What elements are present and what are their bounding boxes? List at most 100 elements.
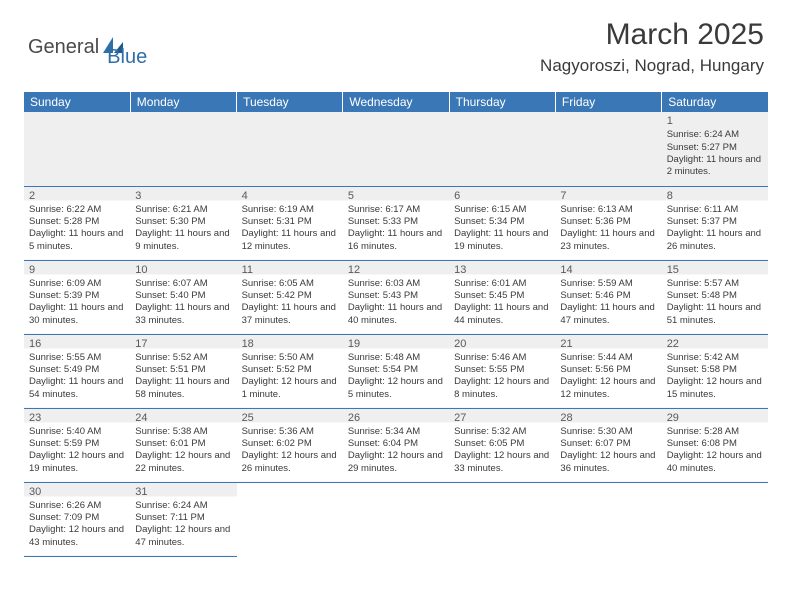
- daylight-text: Daylight: 11 hours and 19 minutes.: [454, 228, 550, 253]
- sunrise-text: Sunrise: 6:24 AM: [135, 500, 231, 512]
- calendar-cell: [449, 482, 555, 556]
- calendar-cell: 26Sunrise: 5:34 AMSunset: 6:04 PMDayligh…: [343, 408, 449, 482]
- sunset-text: Sunset: 5:39 PM: [29, 290, 125, 302]
- sunset-text: Sunset: 5:42 PM: [242, 290, 338, 302]
- sunset-text: Sunset: 5:45 PM: [454, 290, 550, 302]
- day-number: 8: [667, 189, 763, 203]
- daylight-text: Daylight: 11 hours and 47 minutes.: [560, 302, 656, 327]
- calendar-cell: 12Sunrise: 6:03 AMSunset: 5:43 PMDayligh…: [343, 260, 449, 334]
- calendar-week-row: 2Sunrise: 6:22 AMSunset: 5:28 PMDaylight…: [24, 186, 768, 260]
- sunrise-text: Sunrise: 6:13 AM: [560, 204, 656, 216]
- sunrise-text: Sunrise: 6:21 AM: [135, 204, 231, 216]
- sunset-text: Sunset: 5:55 PM: [454, 364, 550, 376]
- sunrise-text: Sunrise: 5:57 AM: [667, 278, 763, 290]
- day-number: 21: [560, 337, 656, 351]
- calendar-cell: 6Sunrise: 6:15 AMSunset: 5:34 PMDaylight…: [449, 186, 555, 260]
- calendar-cell: 17Sunrise: 5:52 AMSunset: 5:51 PMDayligh…: [130, 334, 236, 408]
- sunset-text: Sunset: 5:58 PM: [667, 364, 763, 376]
- sunset-text: Sunset: 5:31 PM: [242, 216, 338, 228]
- day-number: 30: [29, 485, 125, 499]
- daylight-text: Daylight: 12 hours and 26 minutes.: [242, 450, 338, 475]
- day-number: 7: [560, 189, 656, 203]
- sunset-text: Sunset: 5:37 PM: [667, 216, 763, 228]
- sunrise-text: Sunrise: 6:09 AM: [29, 278, 125, 290]
- sunrise-text: Sunrise: 6:26 AM: [29, 500, 125, 512]
- daylight-text: Daylight: 12 hours and 22 minutes.: [135, 450, 231, 475]
- sunset-text: Sunset: 5:48 PM: [667, 290, 763, 302]
- sunrise-text: Sunrise: 5:50 AM: [242, 352, 338, 364]
- sunset-text: Sunset: 6:07 PM: [560, 438, 656, 450]
- day-number: 17: [135, 337, 231, 351]
- sunrise-text: Sunrise: 5:42 AM: [667, 352, 763, 364]
- day-number: 19: [348, 337, 444, 351]
- day-number: 2: [29, 189, 125, 203]
- day-number: 9: [29, 263, 125, 277]
- sunset-text: Sunset: 7:09 PM: [29, 512, 125, 524]
- daylight-text: Daylight: 11 hours and 23 minutes.: [560, 228, 656, 253]
- sunset-text: Sunset: 5:54 PM: [348, 364, 444, 376]
- day-number: 14: [560, 263, 656, 277]
- day-number: 26: [348, 411, 444, 425]
- sunrise-text: Sunrise: 6:22 AM: [29, 204, 125, 216]
- daylight-text: Daylight: 11 hours and 5 minutes.: [29, 228, 125, 253]
- daylight-text: Daylight: 12 hours and 8 minutes.: [454, 376, 550, 401]
- sunrise-text: Sunrise: 6:03 AM: [348, 278, 444, 290]
- sunrise-text: Sunrise: 5:52 AM: [135, 352, 231, 364]
- header: General Blue March 2025 Nagyoroszi, Nogr…: [0, 0, 792, 80]
- sunrise-text: Sunrise: 6:11 AM: [667, 204, 763, 216]
- calendar-cell: [662, 482, 768, 556]
- calendar-cell: 22Sunrise: 5:42 AMSunset: 5:58 PMDayligh…: [662, 334, 768, 408]
- sunrise-text: Sunrise: 6:19 AM: [242, 204, 338, 216]
- sunrise-text: Sunrise: 5:34 AM: [348, 426, 444, 438]
- sunset-text: Sunset: 7:11 PM: [135, 512, 231, 524]
- daylight-text: Daylight: 11 hours and 37 minutes.: [242, 302, 338, 327]
- daylight-text: Daylight: 11 hours and 2 minutes.: [667, 154, 763, 179]
- daylight-text: Daylight: 12 hours and 1 minute.: [242, 376, 338, 401]
- day-number: 25: [242, 411, 338, 425]
- day-number: 11: [242, 263, 338, 277]
- calendar-cell: [24, 112, 130, 186]
- daylight-text: Daylight: 12 hours and 33 minutes.: [454, 450, 550, 475]
- calendar-cell: 1Sunrise: 6:24 AMSunset: 5:27 PMDaylight…: [662, 112, 768, 186]
- daylight-text: Daylight: 12 hours and 43 minutes.: [29, 524, 125, 549]
- daylight-text: Daylight: 11 hours and 12 minutes.: [242, 228, 338, 253]
- sunset-text: Sunset: 5:49 PM: [29, 364, 125, 376]
- sunset-text: Sunset: 5:33 PM: [348, 216, 444, 228]
- day-number: 10: [135, 263, 231, 277]
- sunrise-text: Sunrise: 6:15 AM: [454, 204, 550, 216]
- calendar-cell: 31Sunrise: 6:24 AMSunset: 7:11 PMDayligh…: [130, 482, 236, 556]
- calendar-cell: 15Sunrise: 5:57 AMSunset: 5:48 PMDayligh…: [662, 260, 768, 334]
- sunset-text: Sunset: 5:56 PM: [560, 364, 656, 376]
- daylight-text: Daylight: 12 hours and 29 minutes.: [348, 450, 444, 475]
- day-number: 22: [667, 337, 763, 351]
- sunrise-text: Sunrise: 5:46 AM: [454, 352, 550, 364]
- sunset-text: Sunset: 5:36 PM: [560, 216, 656, 228]
- daylight-text: Daylight: 12 hours and 12 minutes.: [560, 376, 656, 401]
- sunset-text: Sunset: 5:43 PM: [348, 290, 444, 302]
- daylight-text: Daylight: 11 hours and 58 minutes.: [135, 376, 231, 401]
- daylight-text: Daylight: 11 hours and 40 minutes.: [348, 302, 444, 327]
- daylight-text: Daylight: 11 hours and 26 minutes.: [667, 228, 763, 253]
- sunrise-text: Sunrise: 6:01 AM: [454, 278, 550, 290]
- sunrise-text: Sunrise: 6:05 AM: [242, 278, 338, 290]
- calendar-cell: [343, 112, 449, 186]
- calendar-cell: 8Sunrise: 6:11 AMSunset: 5:37 PMDaylight…: [662, 186, 768, 260]
- calendar-cell: 19Sunrise: 5:48 AMSunset: 5:54 PMDayligh…: [343, 334, 449, 408]
- daylight-text: Daylight: 12 hours and 36 minutes.: [560, 450, 656, 475]
- sunset-text: Sunset: 5:52 PM: [242, 364, 338, 376]
- calendar-cell: 25Sunrise: 5:36 AMSunset: 6:02 PMDayligh…: [237, 408, 343, 482]
- calendar-week-row: 9Sunrise: 6:09 AMSunset: 5:39 PM Daylight…: [24, 260, 768, 334]
- daylight-text: Daylight: 11 hours and 9 minutes.: [135, 228, 231, 253]
- sunrise-text: Sunrise: 5:55 AM: [29, 352, 125, 364]
- calendar-cell: 13Sunrise: 6:01 AMSunset: 5:45 PMDayligh…: [449, 260, 555, 334]
- weekday-header: Friday: [555, 92, 661, 112]
- day-number: 6: [454, 189, 550, 203]
- calendar-cell: 24Sunrise: 5:38 AMSunset: 6:01 PMDayligh…: [130, 408, 236, 482]
- day-number: 12: [348, 263, 444, 277]
- calendar-cell: 27Sunrise: 5:32 AMSunset: 6:05 PMDayligh…: [449, 408, 555, 482]
- calendar-cell: 14Sunrise: 5:59 AMSunset: 5:46 PMDayligh…: [555, 260, 661, 334]
- calendar-cell: 29Sunrise: 5:28 AMSunset: 6:08 PMDayligh…: [662, 408, 768, 482]
- daylight-text: Daylight: 11 hours and 44 minutes.: [454, 302, 550, 327]
- weekday-header: Wednesday: [343, 92, 449, 112]
- calendar-cell: 10Sunrise: 6:07 AMSunset: 5:40 PMDayligh…: [130, 260, 236, 334]
